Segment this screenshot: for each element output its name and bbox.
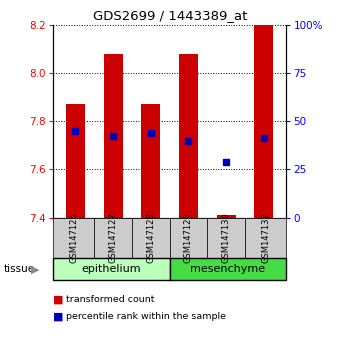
Text: GSM147128: GSM147128 (146, 213, 155, 263)
Text: GSM147132: GSM147132 (261, 213, 270, 263)
Text: ■: ■ (53, 295, 63, 305)
Text: GSM147125: GSM147125 (69, 213, 78, 263)
Text: GSM147129: GSM147129 (184, 213, 193, 263)
Text: transformed count: transformed count (66, 295, 155, 304)
Text: ■: ■ (53, 312, 63, 322)
Text: tissue: tissue (3, 264, 34, 274)
Text: GDS2699 / 1443389_at: GDS2699 / 1443389_at (93, 9, 248, 22)
Text: mesenchyme: mesenchyme (191, 264, 266, 274)
Text: epithelium: epithelium (81, 264, 141, 274)
Bar (66, 104, 85, 218)
Text: GSM147130: GSM147130 (222, 213, 231, 263)
Bar (179, 54, 198, 218)
Bar (104, 54, 122, 218)
Text: GSM147127: GSM147127 (109, 213, 118, 263)
Bar (217, 215, 236, 218)
Text: percentile rank within the sample: percentile rank within the sample (66, 312, 226, 321)
Text: ▶: ▶ (31, 264, 40, 274)
Bar (142, 104, 160, 218)
Bar (254, 25, 273, 218)
